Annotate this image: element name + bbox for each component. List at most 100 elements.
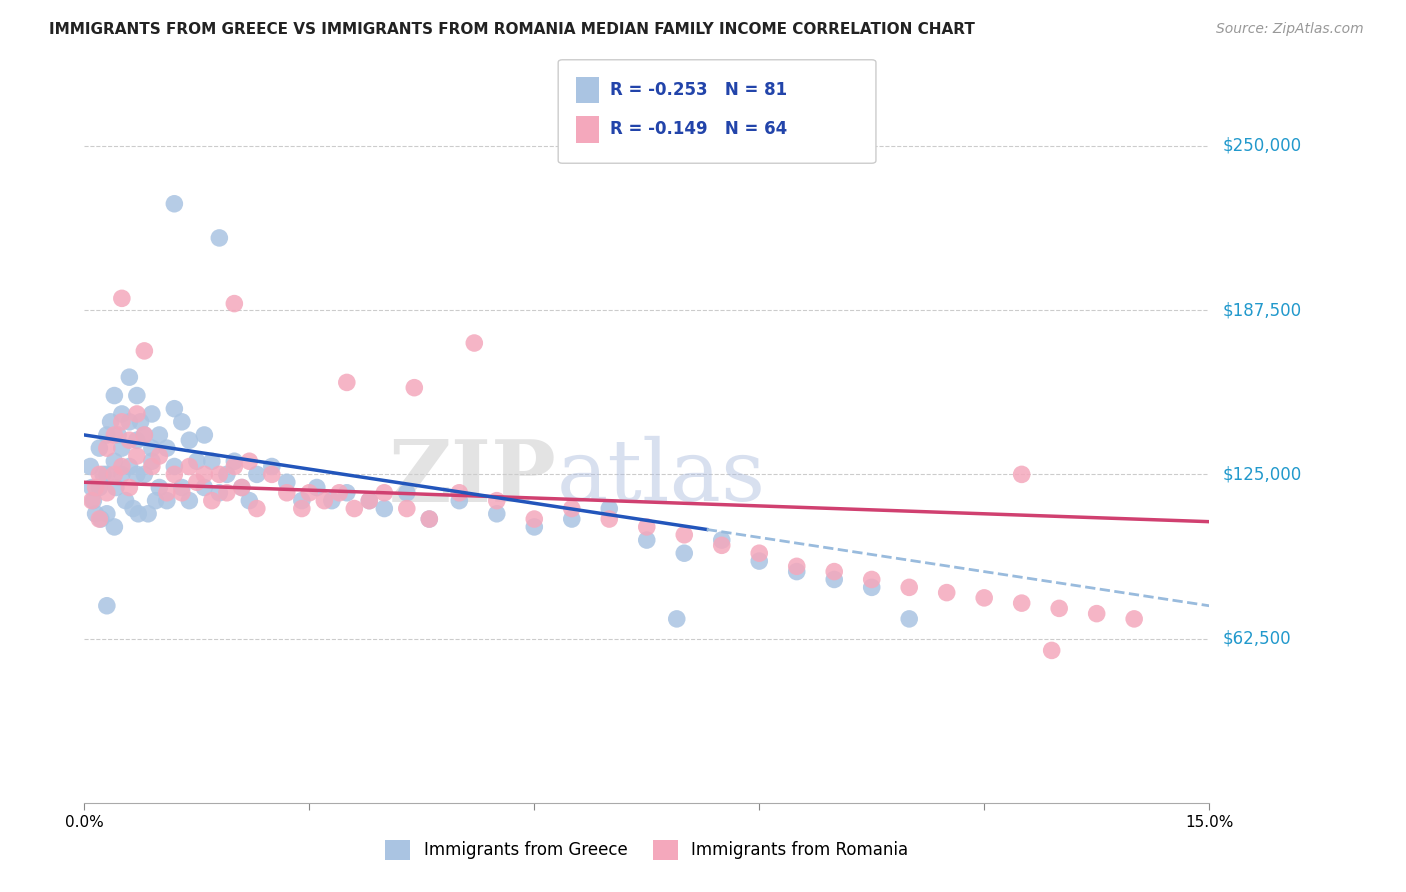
Point: [111, 467, 134, 482]
Point: [359, 493, 381, 508]
Point: [96, 507, 118, 521]
Point: [321, 493, 343, 508]
Point: [84, 507, 107, 521]
Point: [246, 501, 269, 516]
Point: [80, 493, 103, 508]
Point: [418, 512, 440, 526]
Point: [111, 415, 134, 429]
Point: [291, 493, 314, 508]
Point: [170, 485, 193, 500]
Point: [111, 407, 134, 421]
Point: [84, 481, 107, 495]
Point: [89, 467, 111, 482]
Point: [898, 612, 921, 626]
Point: [148, 428, 170, 442]
Point: [1011, 467, 1033, 482]
Point: [107, 428, 129, 442]
Point: [111, 291, 134, 305]
Point: [673, 528, 696, 542]
Text: Source: ZipAtlas.com: Source: ZipAtlas.com: [1216, 22, 1364, 37]
Point: [91, 467, 114, 482]
Point: [103, 454, 125, 468]
Point: [523, 520, 546, 534]
Point: [111, 459, 134, 474]
Point: [127, 507, 149, 521]
Point: [224, 296, 246, 310]
Point: [485, 493, 508, 508]
Point: [186, 454, 208, 468]
Point: [193, 428, 215, 442]
Point: [786, 559, 808, 574]
Point: [224, 459, 246, 474]
Point: [823, 565, 845, 579]
Point: [141, 407, 163, 421]
Point: [148, 481, 170, 495]
Point: [89, 512, 111, 526]
Point: [170, 481, 193, 495]
Point: [96, 441, 118, 455]
Point: [122, 501, 145, 516]
Point: [328, 485, 350, 500]
Point: [215, 485, 238, 500]
Point: [973, 591, 995, 605]
Point: [561, 501, 583, 516]
Point: [485, 507, 508, 521]
Point: [1011, 596, 1033, 610]
Point: [449, 485, 471, 500]
Point: [104, 481, 127, 495]
Point: [170, 415, 193, 429]
Text: R = -0.253   N = 81: R = -0.253 N = 81: [610, 81, 787, 99]
Point: [103, 428, 125, 442]
Point: [96, 467, 118, 482]
Text: $250,000: $250,000: [1223, 137, 1302, 155]
Point: [148, 449, 170, 463]
Point: [1040, 643, 1063, 657]
Point: [598, 501, 620, 516]
Point: [276, 485, 298, 500]
Point: [193, 467, 215, 482]
Point: [118, 415, 141, 429]
Point: [179, 434, 201, 448]
Point: [343, 501, 366, 516]
Text: $62,500: $62,500: [1223, 630, 1292, 648]
Point: [463, 336, 485, 351]
Point: [134, 343, 156, 358]
Point: [246, 467, 269, 482]
Point: [336, 376, 359, 390]
Point: [163, 401, 186, 416]
Point: [238, 493, 260, 508]
Point: [786, 565, 808, 579]
Text: $187,500: $187,500: [1223, 301, 1302, 319]
Point: [100, 415, 122, 429]
Point: [404, 381, 426, 395]
Point: [89, 481, 111, 495]
Point: [179, 459, 201, 474]
Point: [141, 441, 163, 455]
Point: [134, 428, 156, 442]
Point: [260, 459, 283, 474]
Point: [359, 493, 381, 508]
Point: [373, 501, 395, 516]
Point: [129, 415, 152, 429]
Point: [125, 449, 148, 463]
Point: [114, 493, 136, 508]
Point: [860, 573, 883, 587]
Point: [748, 554, 770, 568]
Point: [598, 512, 620, 526]
Point: [636, 520, 658, 534]
Text: R = -0.149   N = 64: R = -0.149 N = 64: [610, 120, 787, 138]
Point: [163, 467, 186, 482]
Legend: Immigrants from Greece, Immigrants from Romania: Immigrants from Greece, Immigrants from …: [378, 833, 915, 867]
Point: [136, 507, 159, 521]
Point: [231, 481, 253, 495]
Point: [298, 485, 321, 500]
Point: [208, 485, 231, 500]
Point: [238, 454, 260, 468]
Point: [141, 454, 163, 468]
Point: [96, 599, 118, 613]
Point: [90, 512, 112, 526]
Point: [134, 467, 156, 482]
Text: ZIP: ZIP: [389, 435, 557, 520]
Point: [636, 533, 658, 547]
Point: [935, 585, 957, 599]
